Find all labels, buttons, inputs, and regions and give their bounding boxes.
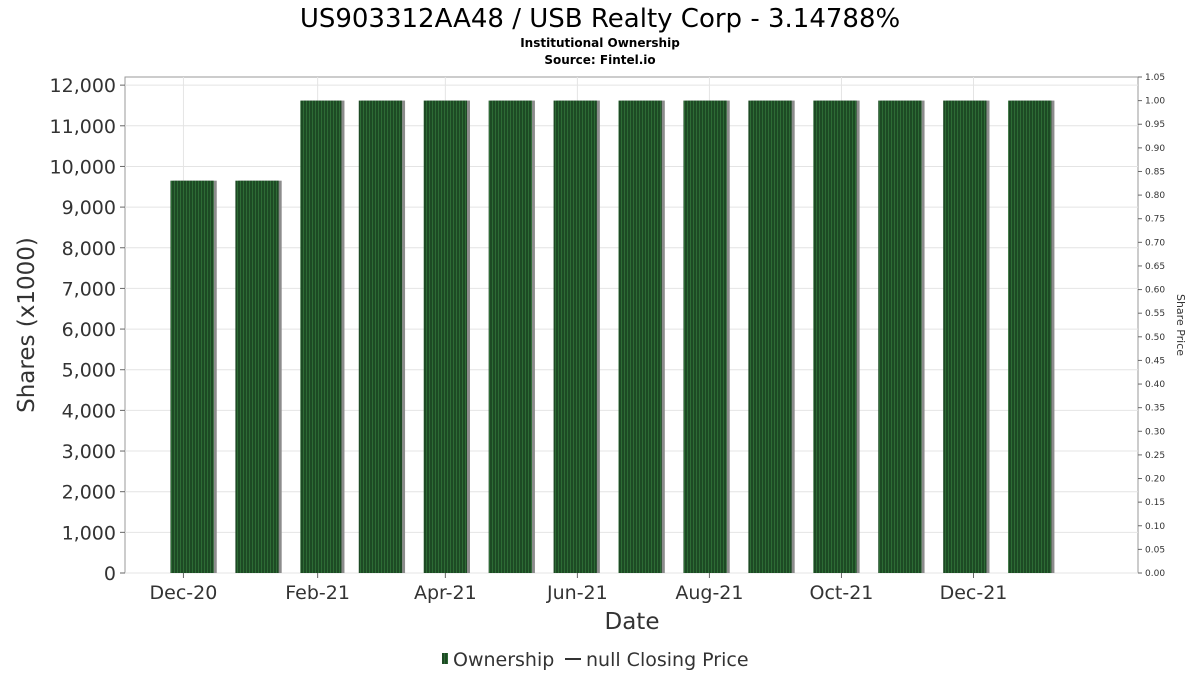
y2-tick-label-11: 0.55	[1145, 309, 1165, 319]
y2-tick-label-9: 0.45	[1145, 356, 1165, 366]
bar-0	[170, 180, 214, 574]
bar-6	[553, 100, 597, 574]
y2-tick-label-6: 0.30	[1145, 427, 1165, 437]
y-tick-label-10: 10,000	[50, 156, 116, 178]
y-tick-label-9: 9,000	[62, 197, 116, 219]
y-tick-label-7: 7,000	[62, 278, 116, 300]
x-tick-label-4: Aug-21	[675, 582, 743, 604]
bar-2	[300, 100, 342, 574]
bar-11	[878, 100, 922, 574]
y2-tick-label-2: 0.10	[1145, 522, 1165, 532]
y-tick-label-2: 2,000	[62, 482, 116, 504]
bar-10	[813, 100, 857, 574]
y2-tick-label-13: 0.65	[1145, 262, 1165, 272]
y-tick-label-12: 12,000	[50, 75, 116, 97]
y2-tick-label-15: 0.75	[1145, 215, 1165, 225]
y2-tick-label-8: 0.40	[1145, 380, 1165, 390]
x-axis: Dec-20 Feb-21 Apr-21 Jun-21 Aug-21 Oct-21 Dec-…	[150, 573, 1008, 604]
y-axis-right: 0.00 0.05 0.10 0.15 0.20 0.25 0.30 0.35 0.40 0.45…	[1138, 73, 1165, 579]
y2-axis-label: Share Price	[1174, 294, 1187, 356]
y-tick-label-8: 8,000	[62, 238, 116, 260]
x-axis-label: Date	[605, 609, 660, 635]
y2-tick-label-12: 0.60	[1145, 286, 1165, 296]
y2-tick-label-18: 0.90	[1145, 144, 1165, 154]
bar-7	[618, 100, 662, 574]
x-tick-label-5: Oct-21	[810, 582, 874, 604]
bar-12	[943, 100, 987, 574]
y2-tick-label-19: 0.95	[1145, 120, 1165, 130]
bar-9	[748, 100, 792, 574]
y-axis-label: Shares (x1000)	[14, 237, 40, 413]
y2-tick-label-17: 0.85	[1145, 167, 1165, 177]
legend-ownership-swatch	[442, 653, 448, 664]
y-axis-left: 0 1,000 2,000 3,000 4,000 5,000 6,000 7,000 8,00…	[50, 75, 125, 585]
y2-tick-label-10: 0.50	[1145, 333, 1165, 343]
y2-tick-label-0: 0.00	[1145, 569, 1165, 579]
y-tick-label-4: 4,000	[62, 400, 116, 422]
y-tick-label-6: 6,000	[62, 319, 116, 341]
legend: Ownership null Closing Price	[442, 649, 749, 671]
chart-subtitle-1: Institutional Ownership	[520, 36, 680, 50]
y2-tick-label-1: 0.05	[1145, 545, 1165, 555]
x-tick-label-6: Dec-21	[940, 582, 1008, 604]
y-tick-label-5: 5,000	[62, 360, 116, 382]
bar-13	[1008, 100, 1052, 574]
bar-1	[235, 180, 279, 574]
bars-group	[170, 100, 1055, 574]
y-tick-label-3: 3,000	[62, 441, 116, 463]
bar-4	[423, 100, 467, 574]
y-tick-label-11: 11,000	[50, 116, 116, 138]
y2-tick-label-16: 0.80	[1145, 191, 1165, 201]
y-tick-label-0: 0	[104, 563, 116, 585]
bar-3	[358, 100, 403, 574]
y2-tick-label-14: 0.70	[1145, 238, 1165, 248]
y2-tick-label-3: 0.15	[1145, 498, 1165, 508]
x-tick-label-3: Jun-21	[546, 582, 608, 604]
y2-tick-label-20: 1.00	[1145, 97, 1165, 107]
bar-8	[683, 100, 727, 574]
y-tick-label-1: 1,000	[62, 522, 116, 544]
y2-tick-label-4: 0.20	[1145, 475, 1165, 485]
x-tick-label-1: Feb-21	[285, 582, 350, 604]
x-tick-label-2: Apr-21	[414, 582, 477, 604]
y2-tick-label-7: 0.35	[1145, 404, 1165, 414]
y2-tick-label-21: 1.05	[1145, 73, 1165, 83]
chart-title: US903312AA48 / USB Realty Corp - 3.14788…	[300, 4, 900, 34]
y2-tick-label-5: 0.25	[1145, 451, 1165, 461]
bar-5	[488, 100, 532, 574]
chart-subtitle-2: Source: Fintel.io	[544, 53, 655, 67]
legend-ownership-label: Ownership	[453, 649, 554, 671]
x-tick-label-0: Dec-20	[150, 582, 218, 604]
legend-price-label: null Closing Price	[586, 649, 749, 671]
